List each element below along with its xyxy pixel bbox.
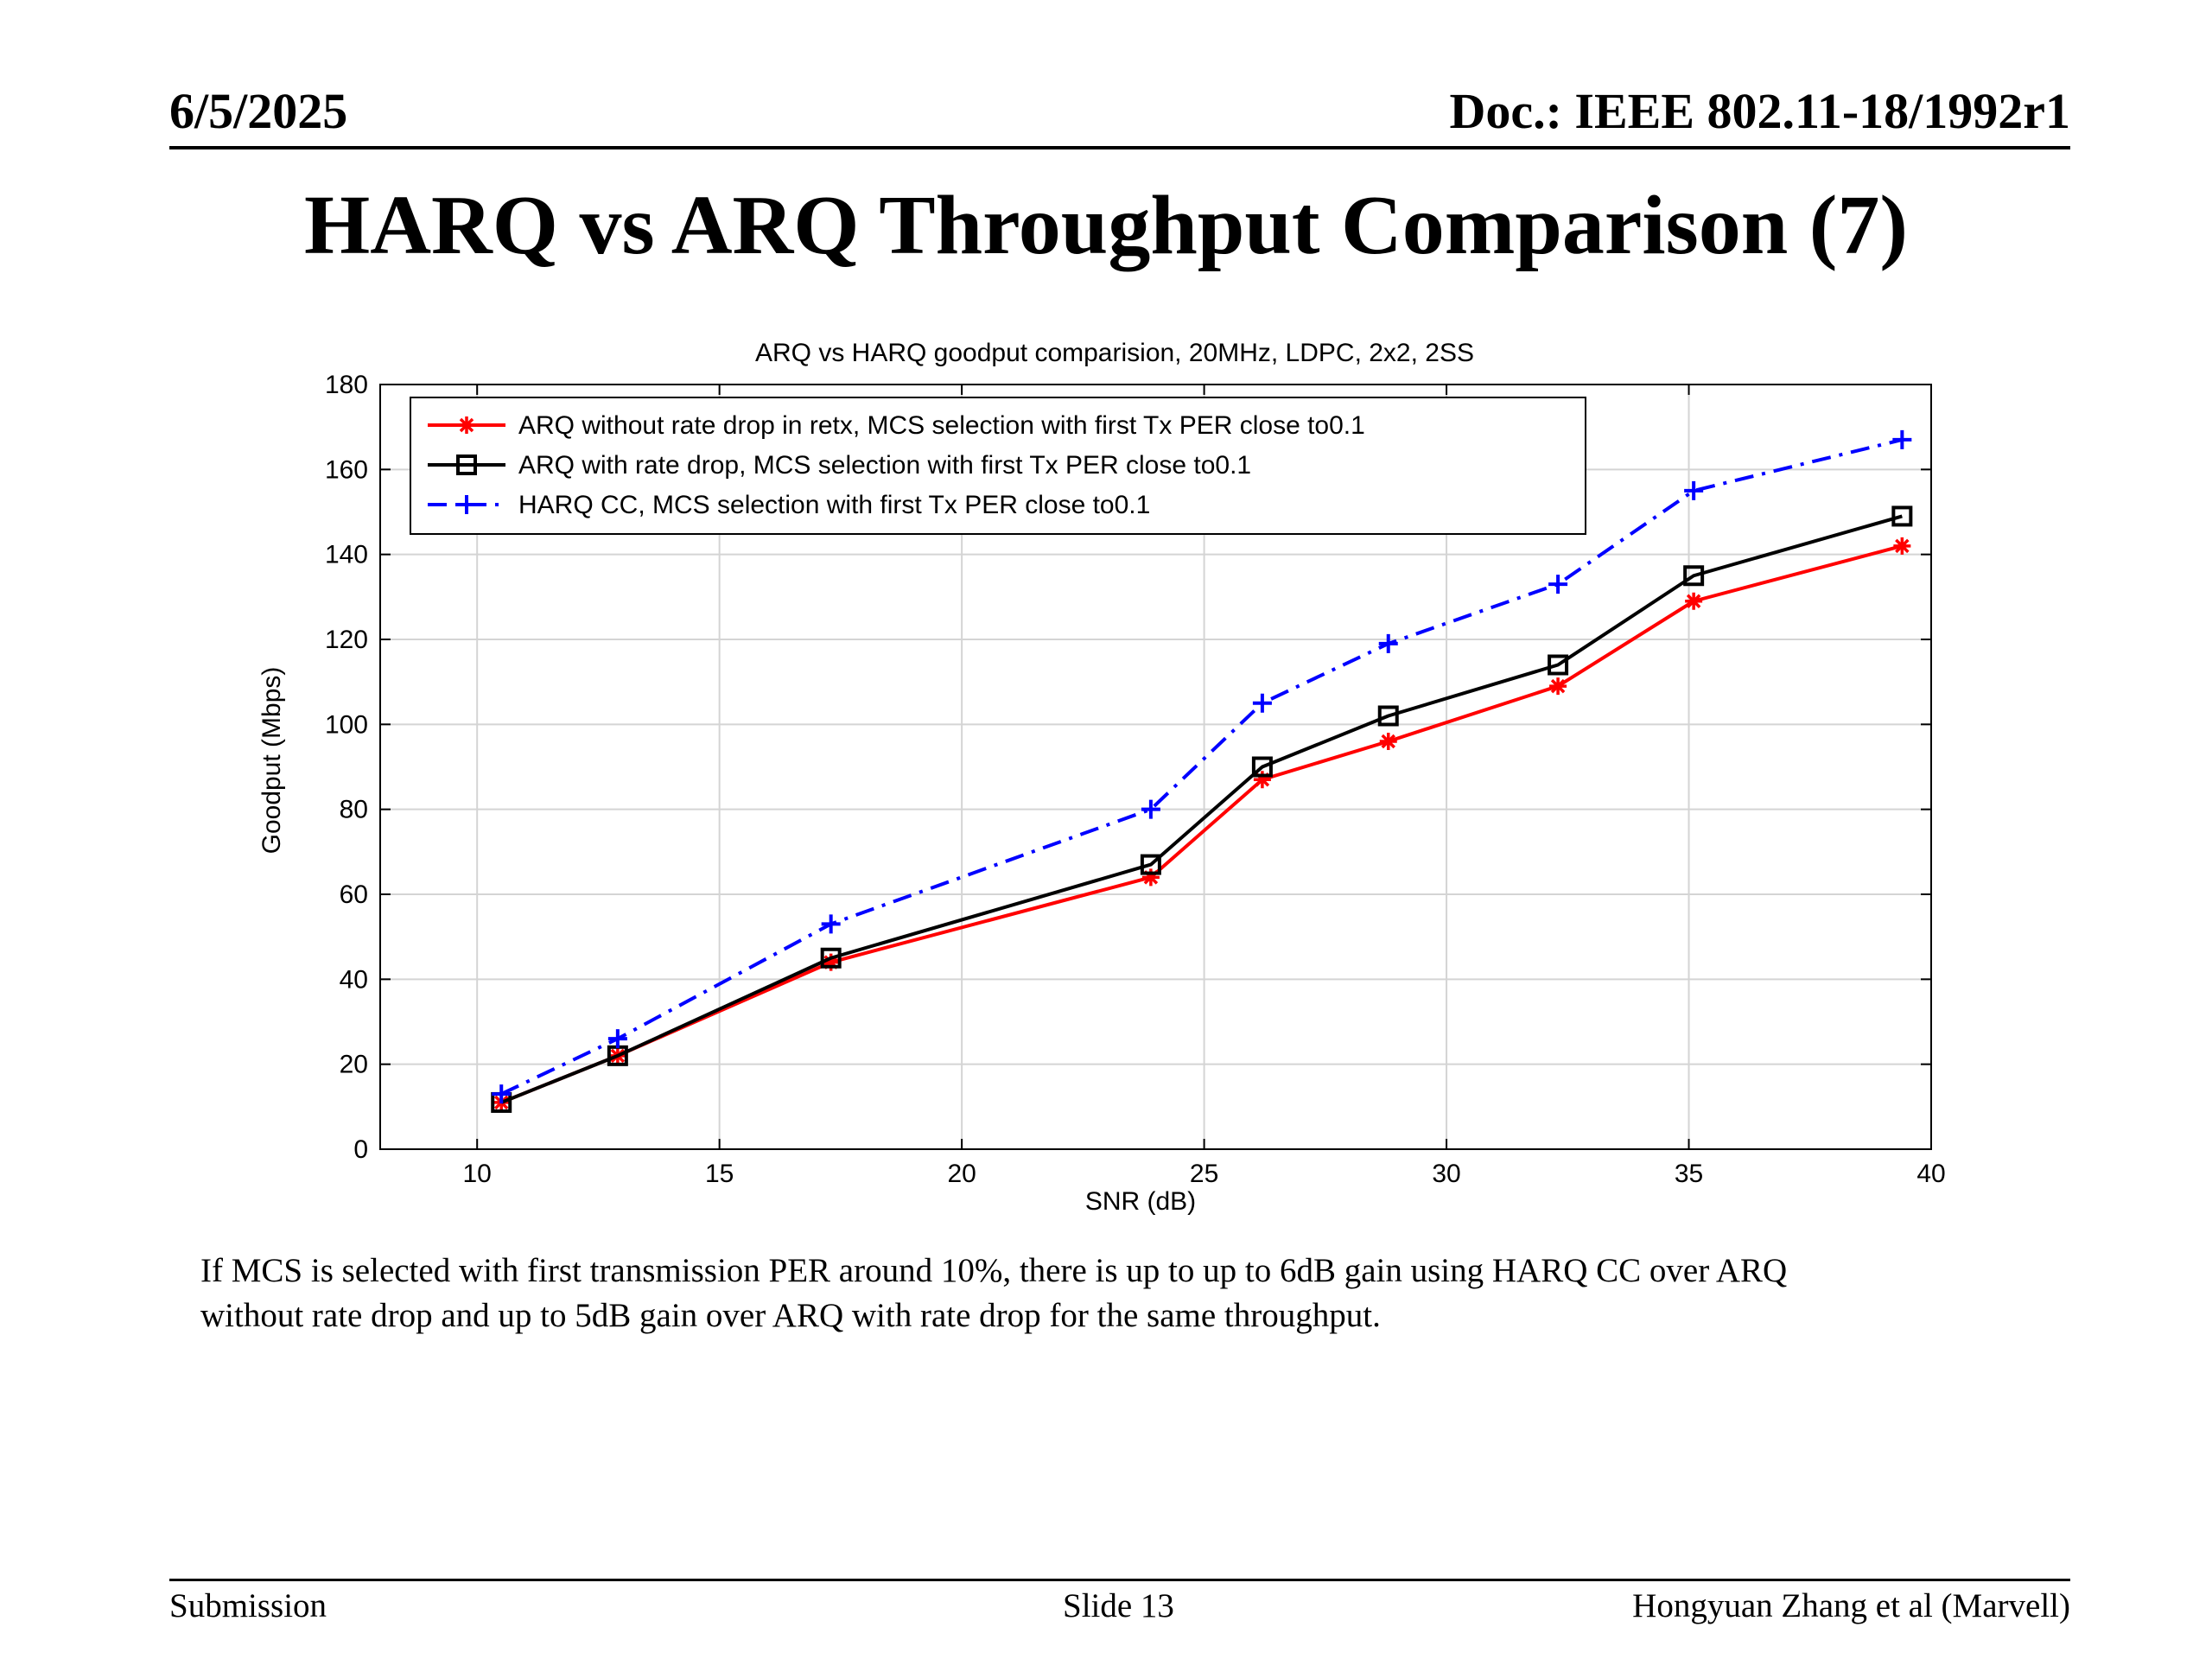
y-axis-label: Goodput (Mbps) [257,667,286,855]
y-tick-label: 0 [353,1135,368,1164]
series-3-point [1141,799,1160,819]
y-tick-label: 180 [325,371,368,399]
series-2-point [820,947,842,969]
x-tick-label: 25 [1190,1160,1218,1188]
series-3-line [500,437,1903,1096]
plot-frame [379,384,1932,1150]
series-3-point [1252,693,1272,713]
legend-marker [456,454,477,475]
x-tick-label: 40 [1916,1160,1945,1188]
header-date: 6/5/2025 [169,83,348,139]
caption-line-2: without rate drop and up to 5dB gain ove… [200,1297,1381,1334]
series-2 [491,505,1913,1113]
y-tick-label: 160 [325,455,368,484]
header-divider [169,146,2070,149]
series-2-point [1377,705,1399,727]
series-1 [493,537,1911,1111]
series-1-point [1379,733,1397,750]
series-1-point [1893,537,1911,555]
series-1-point [1141,868,1160,887]
footer-submission: Submission [169,1587,327,1624]
y-tick-label: 80 [340,796,368,824]
legend-item: ARQ without rate drop in retx, MCS selec… [428,411,1365,440]
series-2-line [500,514,1903,1104]
x-tick-label: 15 [705,1160,734,1188]
footer-divider [169,1579,2070,1581]
caption: If MCS is selected with first transmissi… [200,1249,2015,1338]
legend-marker [457,495,476,514]
x-tick-label: 20 [947,1160,976,1188]
chart-svg: ARQ vs HARQ goodput comparision, 20MHz, … [257,339,1946,1216]
slide-title: HARQ vs ARQ Throughput Comparison (7) [303,179,1909,272]
chart-series [491,429,1913,1113]
series-2-point [1251,756,1273,778]
series-2-point [1683,565,1705,587]
chart-title: ARQ vs HARQ goodput comparision, 20MHz, … [755,339,1474,367]
y-tick-label: 140 [325,541,368,569]
x-tick-label: 10 [463,1160,492,1188]
footer-author: Hongyuan Zhang et al (Marvell) [1632,1587,2070,1624]
x-tick-label: 30 [1432,1160,1460,1188]
series-3-point [821,914,841,934]
y-tick-label: 60 [340,880,368,909]
series-3 [492,429,1912,1104]
legend-marker [458,416,475,434]
legend-label: ARQ with rate drop, MCS selection with f… [518,451,1251,480]
y-tick-label: 20 [340,1051,368,1079]
series-3-point [1548,575,1568,594]
footer-slide-number: Slide 13 [1063,1587,1174,1624]
legend-label: HARQ CC, MCS selection with first Tx PER… [518,491,1150,519]
x-axis-label: SNR (dB) [1085,1187,1196,1216]
chart-axes: 10 15 20 25 30 35 40 0 20 40 60 80 100 120 140 160 180 [325,371,1946,1188]
goodput-chart: ARQ vs HARQ goodput comparision, 20MHz, … [251,324,1961,1227]
legend-box [410,397,1586,535]
series-2-point [1140,854,1161,875]
legend-item: HARQ CC, MCS selection with first Tx PER… [428,491,1150,519]
series-2-point [1548,654,1569,676]
y-tick-label: 40 [340,965,368,994]
x-tick-label: 35 [1675,1160,1703,1188]
y-tick-label: 120 [325,626,368,654]
series-3-point [1378,633,1398,653]
y-tick-label: 100 [325,710,368,739]
chart-legend: ARQ without rate drop in retx, MCS selec… [410,397,1586,535]
series-1-point [1549,677,1567,696]
series-1-point [1685,592,1703,610]
series-3-point [1684,480,1704,500]
header-doc-id: Doc.: IEEE 802.11-18/1992r1 [1449,83,2070,139]
series-3-point [1892,429,1912,449]
series-1-line [500,543,1903,1104]
series-1-point [822,953,840,971]
series-1-point [1253,771,1271,789]
legend-item: ARQ with rate drop, MCS selection with f… [428,451,1251,480]
series-2-point [1891,505,1913,527]
legend-label: ARQ without rate drop in retx, MCS selec… [518,411,1365,440]
series-3-point [492,1084,512,1104]
series-3-point [607,1029,627,1049]
caption-line-1: If MCS is selected with first transmissi… [200,1252,1788,1289]
